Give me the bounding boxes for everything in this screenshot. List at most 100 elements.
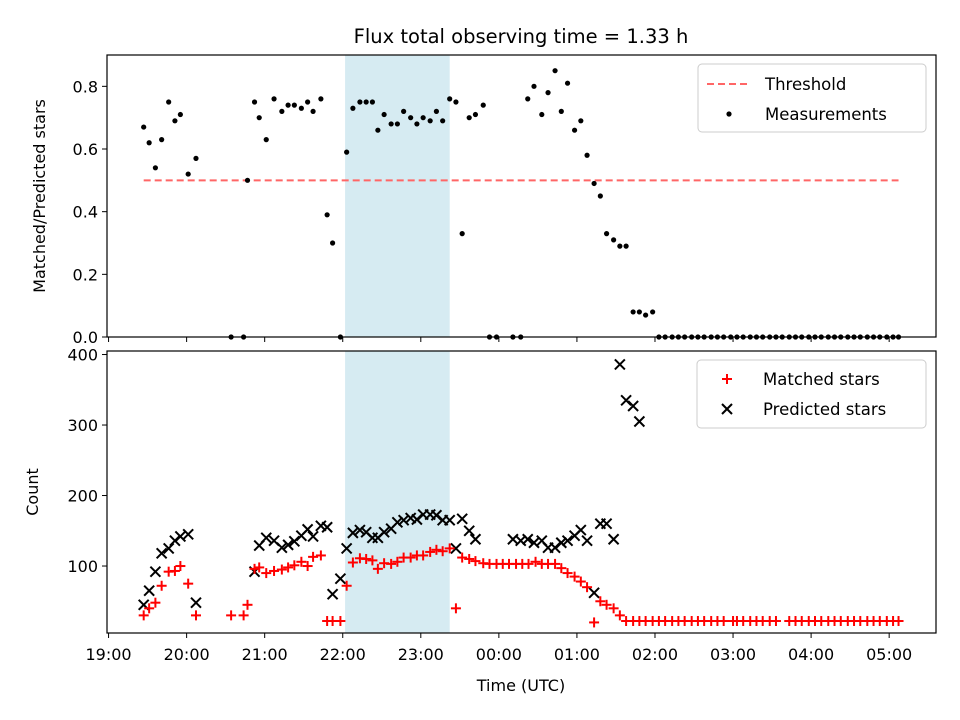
count-panel: 100 200 300 400 19:00 20:00 21:00 22:00 23:00 00… (23, 346, 937, 695)
measurement-point (531, 83, 537, 89)
measurement-point (363, 99, 369, 105)
ratio-plot-area (141, 68, 902, 340)
count-x-tick-label: 19:00 (86, 645, 132, 664)
measurement-point (414, 121, 420, 127)
predicted-point (354, 524, 366, 536)
cross-stroke-b (443, 514, 456, 526)
measurement-point (152, 165, 158, 171)
cross-stroke-b (450, 542, 462, 555)
matched-point (530, 556, 541, 567)
matched-point (276, 564, 287, 575)
ratio-y-tick-label: 0.2 (73, 265, 98, 284)
matched-point (242, 599, 253, 610)
count-plot-area (137, 358, 904, 628)
count-x-tick-label: 05:00 (866, 645, 912, 664)
predicted-point (469, 533, 482, 545)
measurement-point (545, 90, 551, 96)
matched-point (308, 551, 319, 562)
measurement-point (433, 108, 440, 114)
matched-point (226, 610, 237, 621)
measurement-point (256, 115, 262, 121)
measurement-point (611, 237, 617, 243)
predicted-point (522, 533, 534, 545)
count-axes-frame (106, 350, 937, 634)
matched-point (183, 578, 194, 589)
matched-point (589, 617, 600, 628)
cross-stroke-b (137, 599, 150, 611)
matched-point (261, 568, 272, 579)
measurement-point (305, 99, 311, 105)
measurement-point (318, 96, 324, 102)
measurement-point (369, 99, 376, 105)
count-x-tick-label: 23:00 (398, 645, 444, 664)
ratio-y-tick-label: 0.4 (73, 203, 98, 222)
predicted-point (282, 539, 294, 551)
measurement-point (453, 99, 459, 105)
ratio-y-axis-label: Matched/Predicted stars (30, 99, 49, 293)
measurement-point (459, 231, 465, 237)
measurement-point (650, 309, 656, 315)
ratio-y-ticks: 0.0 0.2 0.4 0.6 0.8 (73, 77, 107, 347)
measurement-point (172, 118, 178, 124)
cross-stroke-b (555, 537, 568, 549)
measurement-point (285, 102, 291, 108)
predicted-point (326, 588, 339, 600)
measurement-point (427, 118, 433, 124)
measurement-point (558, 108, 564, 114)
measurement-point (571, 127, 578, 133)
measurement-point (381, 111, 387, 118)
matched-point (562, 568, 573, 579)
matched-point (893, 616, 904, 627)
predicted-point (581, 534, 593, 547)
matched-point (367, 555, 378, 566)
cross-stroke-b (430, 509, 443, 521)
matched-point (392, 556, 403, 567)
matched-point (347, 557, 358, 568)
measurement-point (603, 231, 610, 237)
matched-point (556, 563, 567, 574)
predicted-point (190, 596, 202, 609)
predicted-point (561, 534, 574, 547)
cross-stroke-b (155, 547, 168, 560)
predicted-point (182, 528, 194, 541)
ratio-y-tick-label: 0.6 (73, 140, 98, 159)
matched-point (289, 560, 300, 571)
matched-point (425, 546, 436, 557)
measurement-point (279, 108, 285, 114)
matched-point (296, 556, 307, 567)
observing-window-highlight-top (345, 55, 450, 337)
cross-stroke-b (588, 587, 600, 599)
measurement-point (271, 96, 277, 102)
predicted-point (600, 518, 613, 530)
matched-point (335, 616, 346, 627)
matched-point (718, 616, 729, 627)
matched-point (608, 603, 619, 614)
measurement-point (251, 99, 258, 105)
measurement-point (630, 309, 636, 315)
measurement-point (584, 152, 590, 158)
predicted-point (463, 525, 475, 537)
measurement-point (298, 105, 304, 111)
count-x-tick-label: 20:00 (164, 645, 210, 664)
matched-point (175, 561, 186, 572)
cross-stroke-b (614, 358, 626, 371)
cross-stroke-b (260, 532, 272, 544)
cross-stroke-b (307, 530, 319, 543)
count-legend: Matched stars Predicted stars (696, 359, 927, 429)
measurement-point (159, 137, 165, 143)
cross-stroke-b (633, 415, 646, 428)
measurement-point (578, 118, 584, 124)
ratio-y-tick-label: 0.8 (73, 77, 98, 96)
matched-point (595, 596, 606, 607)
measurement-point (350, 105, 356, 111)
predicted-point (334, 573, 347, 585)
cross-stroke-b (620, 394, 632, 407)
legend-matched-swatch (722, 374, 732, 384)
count-x-tick-label: 21:00 (242, 645, 288, 664)
legend-predicted-swatch (721, 403, 733, 415)
measurement-point (539, 111, 545, 118)
matched-point (450, 603, 461, 614)
predicted-point (162, 542, 175, 555)
cross-stroke-b (360, 526, 372, 538)
measurement-point (597, 193, 603, 199)
